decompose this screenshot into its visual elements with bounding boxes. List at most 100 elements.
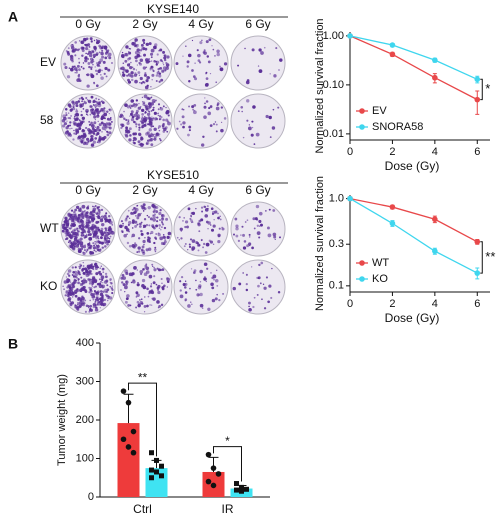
colony [186,65,189,68]
colony [82,251,85,254]
dish [173,201,229,257]
colony [81,216,85,220]
colony [158,211,162,216]
colony [71,60,74,63]
dose-label: 2 Gy [132,17,157,31]
colony [255,132,260,137]
colony [75,109,79,113]
colony [69,121,72,124]
colony [135,109,139,113]
colony [94,103,98,108]
colony [248,305,250,308]
colony [182,121,186,125]
colony [148,224,151,227]
colony [155,117,159,121]
colony [140,212,142,215]
colony [205,40,209,44]
colony [154,246,157,249]
colony [146,304,149,308]
colony [71,65,75,69]
colony [131,274,133,277]
colony [98,238,100,240]
colony [257,276,261,280]
colony [66,219,69,222]
colony [90,143,95,147]
colony [205,82,209,87]
colony [137,140,141,144]
colony [88,305,90,308]
colony [93,109,98,113]
colony [220,121,223,124]
colony [142,268,145,271]
colony [138,61,141,65]
colony [106,231,109,234]
colony [152,297,156,301]
colony [163,226,167,230]
colony [209,72,212,75]
colony [190,214,192,217]
colony [140,221,143,224]
colony [84,212,88,215]
colony [92,104,95,106]
colony [155,132,159,137]
colony [78,238,80,241]
colony [127,304,131,307]
colony [84,101,87,105]
colony [72,285,76,288]
colony [108,226,112,229]
colony [123,110,125,113]
colony [81,46,85,50]
legend-label: EV [372,105,387,117]
colony [87,224,90,227]
colony [87,265,91,269]
colony [85,96,88,100]
colony [269,73,271,75]
colony [195,279,197,282]
colony [157,108,160,111]
colony [79,103,83,107]
colony [267,233,272,238]
colony [202,135,205,139]
colony [160,303,164,307]
colony [193,271,196,274]
colony [82,245,87,249]
colony [82,265,85,267]
colony [176,127,179,130]
colony [97,61,101,64]
colony [82,230,85,233]
colony [153,127,157,131]
colony [76,48,80,52]
colony [185,45,187,47]
colony [137,246,141,250]
colony [146,232,150,235]
colonies [61,95,113,147]
sample-point [239,488,244,494]
colony [248,308,252,312]
colony [248,124,250,126]
colony [163,58,167,62]
colony [161,221,164,224]
colony [93,60,95,63]
colony [263,46,266,49]
colony [189,217,192,220]
point [347,195,353,202]
colony [122,283,126,287]
colony [153,266,155,269]
colony [261,298,263,301]
colony [142,251,146,255]
colony [141,108,145,113]
colony [125,281,128,283]
colony [72,107,76,111]
colony [184,291,188,294]
colony [160,241,164,246]
point [432,57,438,63]
sample-point [239,484,244,490]
colony [126,215,129,218]
colony [63,288,65,290]
colony [237,239,241,242]
colony [147,205,151,210]
colony [85,47,89,51]
colony [125,118,128,122]
colony [124,103,128,107]
colony [277,290,281,294]
